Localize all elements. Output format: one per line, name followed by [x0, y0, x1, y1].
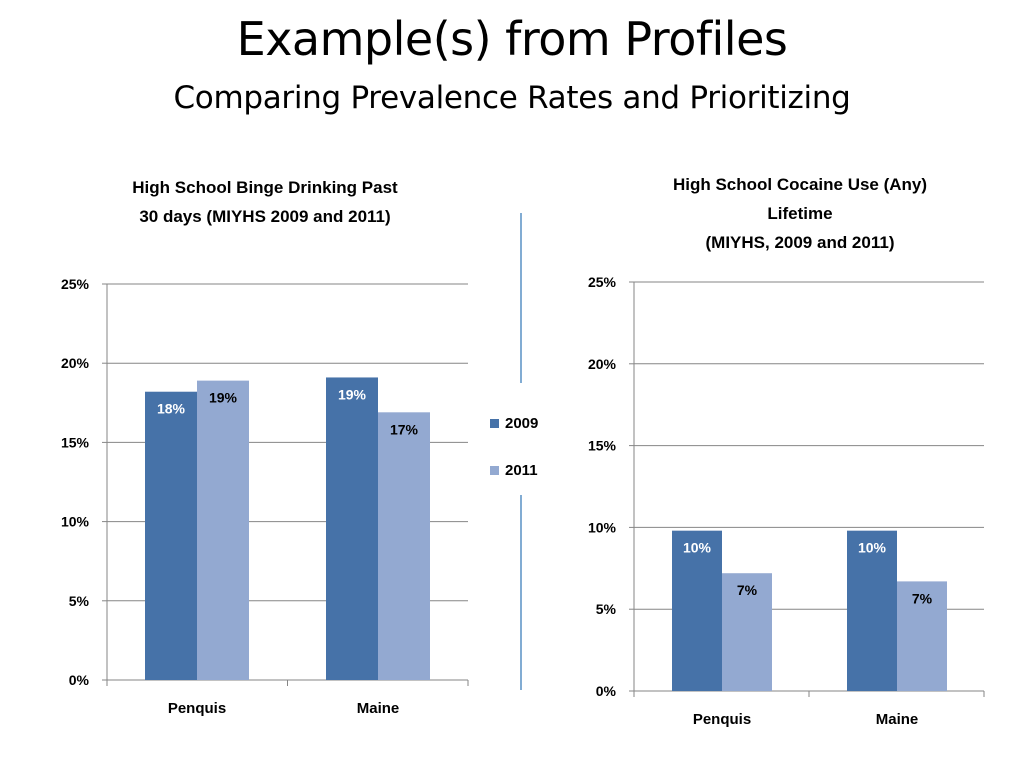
chart-title-line: (MIYHS, 2009 and 2011)	[705, 233, 895, 252]
y-tick-label: 15%	[61, 434, 90, 450]
chart-title-line: High School Binge Drinking Past	[132, 178, 398, 197]
x-category-label: Maine	[876, 711, 919, 728]
data-label-2011-penquis: 7%	[737, 582, 758, 598]
bar-2011-penquis	[722, 573, 772, 691]
y-tick-label: 0%	[596, 683, 617, 699]
legend: 2009 2011	[490, 412, 538, 506]
x-category-label: Maine	[357, 700, 400, 717]
legend-item-2009: 2009	[490, 412, 538, 434]
bar-2011-penquis	[197, 380, 249, 680]
y-tick-label: 10%	[588, 519, 617, 535]
chart-title-line: Lifetime	[767, 204, 833, 223]
bar-2009-penquis	[672, 530, 722, 691]
data-label-2009-maine: 19%	[338, 386, 367, 402]
legend-swatch-2009	[490, 418, 499, 428]
chart-title-cocaine-use: High School Cocaine Use (Any) Lifetime (…	[610, 170, 990, 257]
data-label-2009-penquis: 18%	[157, 401, 186, 417]
y-tick-label: 25%	[588, 274, 617, 290]
slide-title: Example(s) from Profiles	[236, 12, 788, 66]
chart-title-line: 30 days (MIYHS 2009 and 2011)	[139, 207, 391, 226]
x-category-label: Penquis	[168, 700, 226, 717]
legend-label-2011: 2011	[505, 461, 538, 479]
legend-swatch-2011	[490, 465, 499, 475]
bar-2009-maine	[847, 530, 897, 691]
slide-subtitle: Comparing Prevalence Rates and Prioritiz…	[173, 80, 851, 116]
x-category-label: Penquis	[693, 711, 751, 728]
data-label-2011-maine: 17%	[390, 421, 419, 437]
y-tick-label: 15%	[588, 438, 617, 454]
bar-2011-maine	[378, 412, 430, 680]
y-tick-label: 5%	[596, 601, 617, 617]
data-label-2009-penquis: 10%	[683, 540, 712, 556]
data-label-2011-maine: 7%	[912, 590, 933, 606]
legend-label-2009: 2009	[505, 414, 539, 432]
chart-title-line: High School Cocaine Use (Any)	[672, 175, 928, 194]
y-tick-label: 25%	[61, 276, 90, 292]
data-label-2011-penquis: 19%	[209, 390, 238, 406]
bar-2009-penquis	[145, 391, 197, 680]
y-tick-label: 5%	[69, 593, 90, 609]
y-tick-label: 20%	[588, 356, 617, 372]
chart-title-binge-drinking: High School Binge Drinking Past 30 days …	[90, 173, 440, 231]
bar-2009-maine	[326, 377, 378, 680]
bar-2011-maine	[897, 581, 947, 691]
y-tick-label: 10%	[61, 514, 90, 530]
y-tick-label: 20%	[61, 355, 90, 371]
y-tick-label: 0%	[69, 672, 90, 688]
data-label-2009-maine: 10%	[858, 540, 887, 556]
legend-item-2011: 2011	[490, 459, 538, 481]
